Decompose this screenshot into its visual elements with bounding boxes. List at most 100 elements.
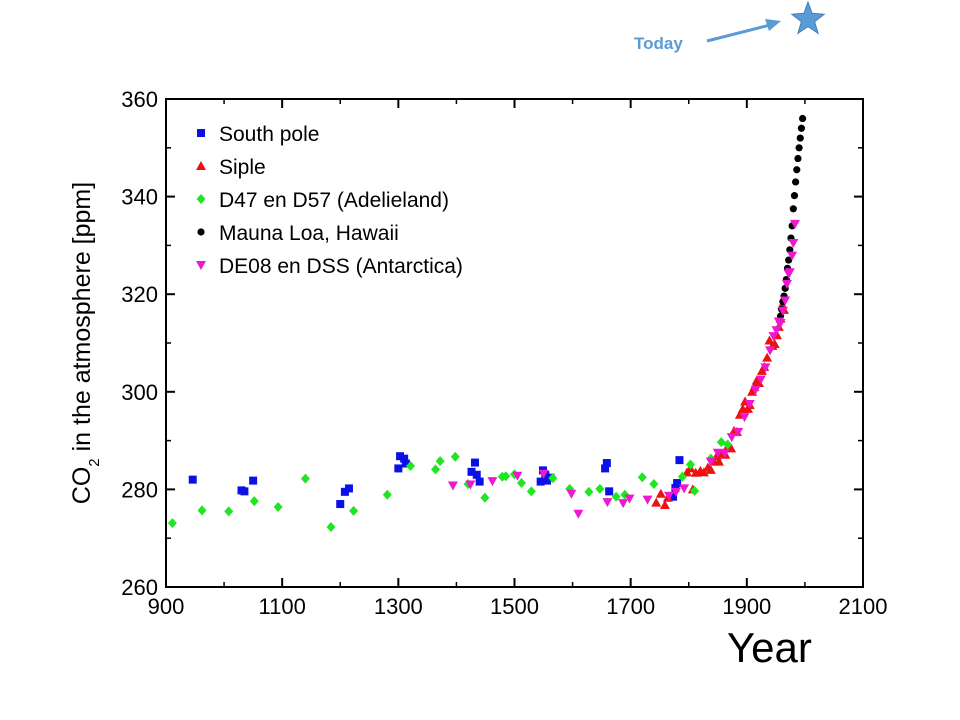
legend-label: Siple: [219, 156, 266, 179]
data-point: [435, 456, 445, 467]
data-point: [777, 306, 788, 316]
series-4: [447, 219, 801, 519]
data-point: [487, 477, 498, 487]
data-point: [785, 256, 793, 264]
data-point: [788, 238, 799, 248]
x-tick-label: 1300: [374, 594, 423, 619]
data-point: [797, 124, 806, 132]
data-point: [769, 338, 780, 348]
x-tick-label: 1700: [606, 594, 655, 619]
data-point: [249, 496, 259, 507]
data-point: [273, 501, 283, 512]
data-point: [401, 459, 410, 468]
data-point: [744, 400, 755, 409]
data-point: [670, 487, 681, 497]
data-point: [602, 498, 613, 508]
legend-marker: [196, 261, 206, 270]
legend-label: DE08 en DSS (Antarctica): [219, 255, 463, 278]
today-arrowhead: [765, 19, 781, 31]
legend-label: South pole: [219, 123, 319, 146]
data-point: [548, 473, 558, 484]
data-point: [649, 479, 659, 490]
data-point: [775, 318, 786, 328]
data-point: [431, 464, 441, 475]
data-point: [780, 296, 791, 306]
data-point: [602, 459, 611, 468]
data-point: [798, 114, 807, 123]
data-point: [624, 494, 635, 504]
data-point: [790, 192, 799, 200]
data-point: [755, 375, 766, 385]
data-point: [733, 427, 744, 437]
data-point: [188, 475, 197, 484]
today-annotation: Today: [634, 0, 826, 53]
data-point: [793, 166, 801, 174]
data-point: [501, 471, 511, 482]
x-tick-label: 2100: [839, 594, 888, 619]
data-point: [679, 484, 690, 494]
data-point: [601, 464, 610, 473]
data-point: [723, 439, 733, 450]
series-1: [651, 299, 790, 510]
data-point: [705, 457, 716, 467]
data-point: [480, 492, 490, 503]
data-point: [794, 154, 802, 163]
data-point: [595, 483, 605, 494]
y-tick-label: 340: [121, 185, 158, 210]
axis-tick-labels: 900 1100 1300 1500 1700 1900 2100 260 280 300 320 3…: [121, 87, 887, 619]
legend-label: D47 en D57 (Adelieland): [219, 189, 449, 212]
data-point: [685, 459, 695, 470]
data-markers: [167, 114, 807, 532]
data-point: [465, 480, 476, 490]
data-point: [669, 492, 678, 501]
data-point: [471, 458, 480, 467]
data-point: [719, 449, 730, 459]
data-point: [675, 456, 684, 465]
data-point: [566, 489, 577, 499]
data-point: [677, 471, 687, 482]
legend: South pole Siple D47 en D57 (Adelieland) Ma…: [196, 123, 463, 278]
data-point: [762, 352, 773, 362]
x-tick-label: 1100: [259, 594, 306, 619]
data-point: [690, 485, 700, 496]
data-point: [396, 452, 405, 461]
data-point: [618, 499, 629, 509]
data-point: [712, 448, 723, 458]
data-point: [447, 481, 458, 491]
data-point: [747, 386, 758, 396]
x-tick-label: 1900: [722, 594, 771, 619]
x-tick-label: 900: [148, 594, 185, 619]
data-point: [406, 460, 416, 471]
y-axis-label: CO2 in the atmosphere [ppm]: [68, 182, 103, 504]
data-point: [726, 433, 737, 443]
y-tick-label: 300: [121, 380, 158, 405]
data-point: [760, 363, 771, 373]
y-tick-label: 260: [121, 575, 158, 600]
data-point: [781, 279, 792, 289]
data-point: [787, 251, 798, 261]
data-point: [472, 470, 481, 479]
data-point: [394, 464, 403, 473]
data-point: [197, 505, 207, 516]
legend-label: Mauna Loa, Hawaii: [219, 222, 399, 245]
x-axis-label: Year: [727, 624, 812, 671]
legend-marker: [196, 194, 206, 204]
data-point: [326, 521, 336, 532]
data-point: [673, 479, 682, 488]
data-point: [450, 451, 460, 462]
today-star-icon: [790, 0, 826, 35]
data-point: [795, 144, 803, 152]
legend-marker: [197, 228, 205, 236]
data-point: [637, 472, 647, 483]
today-arrow: [706, 23, 771, 43]
data-point: [790, 219, 801, 229]
data-point: [467, 467, 476, 476]
data-point: [750, 385, 761, 395]
data-point: [300, 473, 310, 484]
data-point: [605, 487, 614, 496]
data-point: [340, 487, 349, 496]
data-point: [516, 478, 526, 489]
data-point: [754, 378, 765, 388]
data-point: [336, 500, 345, 509]
